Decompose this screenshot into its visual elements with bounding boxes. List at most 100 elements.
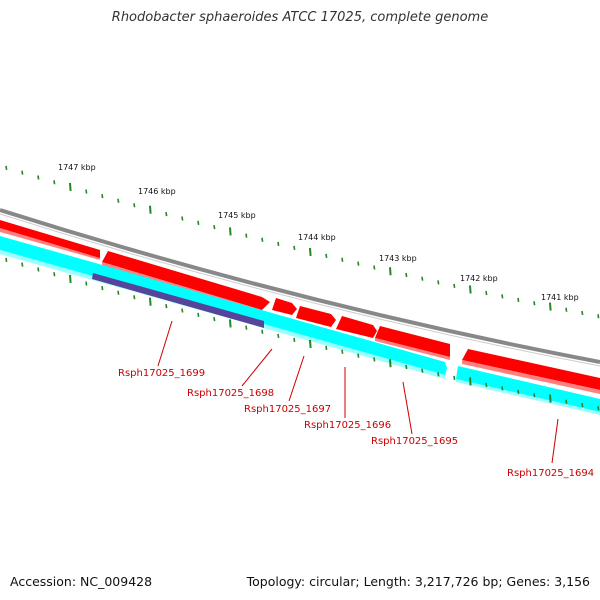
inner-tick [165,304,168,309]
outer-tick [53,180,56,185]
forward-cds-6-shadow [375,338,450,360]
gene-label-rsph17025-1694[interactable]: Rsph17025_1694 [507,468,594,479]
outer-tick [389,267,392,276]
outer-tick [373,265,376,270]
leader-line-1698 [241,348,273,387]
backbone-line [0,208,600,364]
outer-tick [149,205,152,214]
outer-tick [5,165,8,170]
inner-tick [549,394,552,403]
outer-tick [101,194,104,199]
inner-tick [533,393,536,398]
inner-tick [293,337,296,343]
outer-tick [277,241,280,246]
outer-tick [405,272,408,278]
outer-tick [581,310,584,316]
inner-tick [373,357,376,362]
outer-tick [69,182,72,191]
kbp-label-1746: 1746 kbp [138,187,176,196]
inner-tick [421,368,424,373]
kbp-label-1747: 1747 kbp [58,163,96,172]
inner-tick [117,290,120,295]
inner-tick [229,319,232,328]
inner-tick [261,329,264,334]
outer-tick [165,212,168,217]
outer-tick [197,220,200,225]
inner-tick [341,349,344,354]
feature-bar [92,273,264,328]
outer-tick [517,297,520,302]
inner-tick [69,274,72,283]
kbp-label-1741: 1741 kbp [541,293,579,302]
forward-cds-7-shadow [462,360,600,394]
inner-tick [37,267,40,272]
outer-tick [85,189,88,194]
outer-tick [37,175,40,180]
outer-tick [565,307,568,312]
inner-tick [101,286,104,291]
inner-tick [517,389,520,394]
forward-cds-7 [462,349,600,390]
inner-tick [181,308,184,313]
genome-title: Rhodobacter sphaeroides ATCC 17025, comp… [111,10,489,25]
gene-label-rsph17025-1696[interactable]: Rsph17025_1696 [304,420,391,431]
forward-cds-2 [102,251,270,310]
inner-tick [277,333,280,338]
outer-tick [325,253,328,258]
forward-cds-5 [336,316,377,338]
backbone-inner-line [0,213,600,367]
inner-tick [53,272,56,277]
gene-label-rsph17025-1695[interactable]: Rsph17025_1695 [371,436,458,447]
inner-tick [565,399,568,404]
reverse-cds-2 [456,366,600,412]
inner-tick [389,359,392,368]
inner-tick-marks [5,257,600,411]
outer-tick [213,225,216,230]
gene-label-rsph17025-1697[interactable]: Rsph17025_1697 [244,404,331,415]
outer-tick [21,170,24,175]
reverse-strand-track [0,236,600,415]
inner-tick [85,281,88,286]
outer-tick [181,216,184,221]
accession-text: Accession: NC_009428 [10,574,153,589]
outer-tick [453,283,456,289]
inner-tick [453,375,456,381]
outer-tick [229,227,232,236]
inner-tick [245,325,248,330]
kbp-label-1742: 1742 kbp [460,274,498,283]
outer-tick [485,290,488,296]
outer-tick [549,302,552,311]
reverse-cds-2-shadow [456,379,600,415]
gene-label-rsph17025-1699[interactable]: Rsph17025_1699 [118,368,205,379]
outer-tick [597,314,600,319]
inner-tick [149,297,152,306]
inner-tick [581,402,584,408]
leader-line-1697 [288,355,305,402]
leader-line-1699 [157,320,173,367]
reverse-cds-1 [0,236,447,375]
leader-line-1695 [402,381,413,435]
outer-tick [533,301,536,306]
inner-tick [437,372,440,377]
outer-tick [117,198,120,203]
outer-tick [421,276,424,281]
forward-cds-1-body [0,220,100,258]
outer-tick [245,233,248,238]
kbp-label-1743: 1743 kbp [379,254,417,263]
inner-tick [21,262,24,267]
kbp-label-1744: 1744 kbp [298,233,336,242]
gene-label-rsph17025-1698[interactable]: Rsph17025_1698 [187,388,274,399]
inner-tick [501,386,504,391]
outer-tick [309,247,312,256]
inner-tick [133,295,136,300]
inner-tick [213,317,216,322]
outer-tick-marks [5,165,600,319]
outer-tick [469,285,472,294]
outer-tick [133,203,136,208]
outer-tick [293,245,296,251]
inner-tick [485,382,488,388]
outer-tick [437,280,440,285]
leader-line-1694 [551,418,559,464]
